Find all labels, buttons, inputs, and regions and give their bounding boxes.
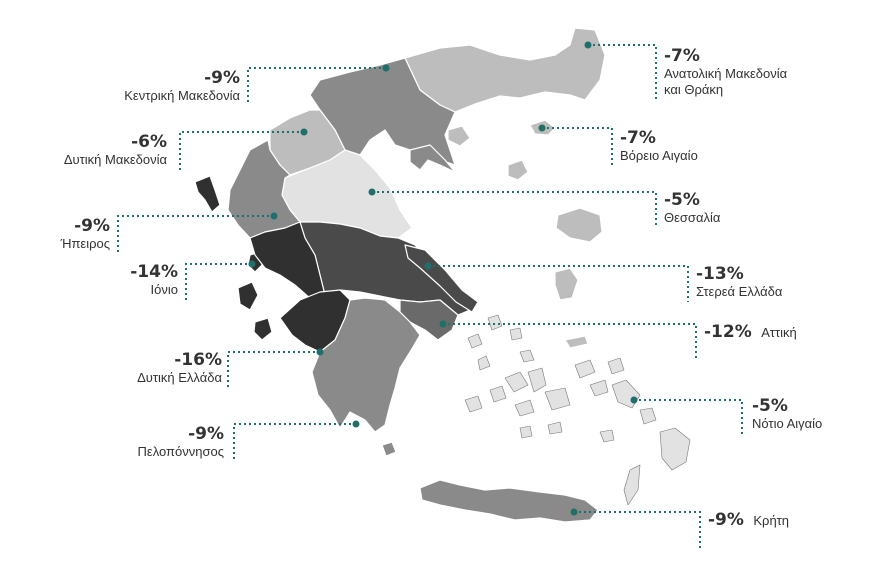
leader-voreio xyxy=(542,127,613,165)
name-ionio: Ιόνιο xyxy=(150,282,178,298)
percent-attiki: -12% xyxy=(704,322,752,342)
leader-thessalia xyxy=(372,191,657,228)
name-kentriki: Κεντρική Μακεδονία xyxy=(124,88,240,104)
percent-anatoliki: -7% xyxy=(664,46,700,66)
leader-sterea xyxy=(428,265,689,302)
percent-thessalia: -5% xyxy=(664,190,700,210)
region-voreio-aigaio-small xyxy=(507,159,529,181)
region-anatoliki-makedonia-thraki xyxy=(404,27,606,113)
marker-dytiki-ellada xyxy=(316,348,324,356)
name-voreio: Βόρειο Αιγαίο xyxy=(620,148,698,164)
region-kentriki-makedonia-chalkidiki xyxy=(409,144,456,173)
marker-kentriki xyxy=(382,64,390,72)
marker-ionio xyxy=(248,260,256,268)
region-voreio-aigaio-chios xyxy=(554,267,579,301)
label-peloponnisos: -9% Πελοπόννησος xyxy=(138,424,224,460)
region-voreio-aigaio-ikaria xyxy=(564,335,589,349)
marker-notio xyxy=(630,396,638,404)
marker-dytiki-makedonia xyxy=(300,128,308,136)
leader-dytiki-makedonia xyxy=(179,131,304,170)
label-ipeiros: -9% Ήπειρος xyxy=(61,216,110,252)
region-dytiki-ellada-north xyxy=(249,221,326,301)
percent-dytiki-ellada: -16% xyxy=(174,350,222,370)
region-ionio-corfu xyxy=(194,175,221,213)
region-notio-aigaio xyxy=(464,314,691,506)
name-thessalia: Θεσσαλία xyxy=(664,210,721,226)
label-kriti: -9% Κρήτη xyxy=(708,510,789,530)
percent-ionio: -14% xyxy=(130,262,178,282)
label-dytiki-makedonia: -6% Δυτική Μακεδονία xyxy=(64,132,167,168)
label-sterea-ellada: -13% Στερεά Ελλάδα xyxy=(696,264,782,300)
label-voreio-aigaio: -7% Βόρειο Αιγαίο xyxy=(620,128,698,164)
marker-attiki xyxy=(439,320,447,328)
name-ipeiros: Ήπειρος xyxy=(60,236,110,252)
leader-notio xyxy=(634,399,743,436)
percent-sterea: -13% xyxy=(696,264,744,284)
leader-ionio xyxy=(185,263,252,300)
label-anatoliki-makedonia-thraki: -7% Ανατολική Μακεδονία και Θράκη xyxy=(664,46,787,98)
label-ionio: -14% Ιόνιο xyxy=(130,262,178,298)
marker-thessalia xyxy=(368,188,376,196)
label-thessalia: -5% Θεσσαλία xyxy=(664,190,720,226)
region-voreio-aigaio-lesvos xyxy=(555,207,603,243)
region-ionio-kefalonia xyxy=(237,281,259,311)
name-dytiki-makedonia: Δυτική Μακεδονία xyxy=(63,152,167,168)
marker-anatoliki xyxy=(584,41,592,49)
leader-kriti xyxy=(574,511,701,548)
percent-voreio: -7% xyxy=(620,128,656,148)
region-peloponnisos-kythira xyxy=(381,441,397,457)
region-kriti xyxy=(419,479,599,523)
label-dytiki-ellada: -16% Δυτική Ελλάδα xyxy=(137,350,222,386)
marker-sterea xyxy=(424,262,432,270)
leader-peloponnisos xyxy=(233,423,356,460)
marker-peloponnisos xyxy=(352,420,360,428)
leader-ipeiros xyxy=(117,215,274,252)
name-anatoliki-line1: Ανατολική Μακεδονία xyxy=(664,66,788,82)
percent-kentriki: -9% xyxy=(204,68,240,88)
region-ionio-zakynthos xyxy=(253,317,273,341)
percent-ipeiros: -9% xyxy=(74,216,110,236)
name-dytiki-ellada: Δυτική Ελλάδα xyxy=(137,370,222,386)
region-peloponnisos xyxy=(311,297,421,433)
name-notio: Νότιο Αιγαίο xyxy=(752,416,823,432)
island-thasos xyxy=(447,125,471,147)
leader-dytiki-ellada xyxy=(227,351,320,388)
percent-peloponnisos: -9% xyxy=(188,424,224,444)
marker-voreio xyxy=(538,124,546,132)
percent-notio: -5% xyxy=(752,396,788,416)
percent-dytiki-makedonia: -6% xyxy=(131,132,167,152)
leader-kentriki xyxy=(247,67,386,105)
label-notio-aigaio: -5% Νότιο Αιγαίο xyxy=(752,396,822,432)
region-sterea-ellada-evia xyxy=(404,244,479,313)
leader-attiki xyxy=(443,323,697,360)
name-anatoliki-line2: και Θράκη xyxy=(664,81,724,97)
name-peloponnisos: Πελοπόννησος xyxy=(137,444,224,460)
name-attiki: Αττική xyxy=(761,325,797,340)
percent-kriti: -9% xyxy=(708,510,744,530)
leader-anatoliki xyxy=(588,44,657,102)
marker-ipeiros xyxy=(270,212,278,220)
label-kentriki-makedonia: -9% Κεντρική Μακεδονία xyxy=(124,68,240,104)
marker-kriti xyxy=(570,508,578,516)
label-attiki: -12% Αττική xyxy=(704,322,797,342)
name-sterea: Στερεά Ελλάδα xyxy=(696,284,783,300)
name-kriti: Κρήτη xyxy=(753,513,790,528)
